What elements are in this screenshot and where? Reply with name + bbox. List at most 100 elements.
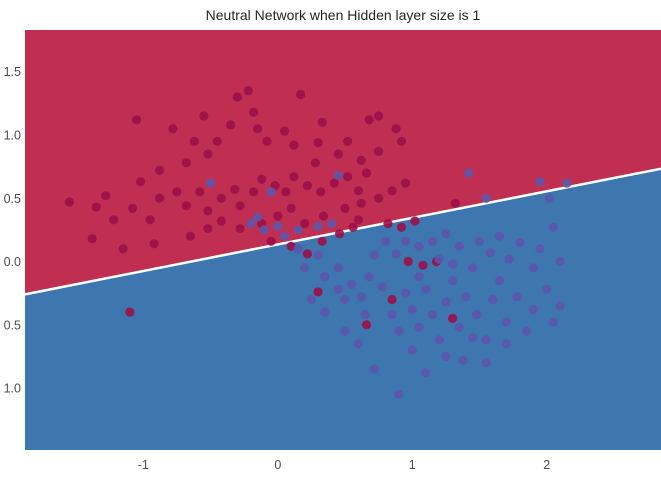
data-point-class-1-blue [472, 310, 482, 320]
data-point-class-0-red [249, 187, 259, 197]
data-point-class-0-red [199, 111, 209, 121]
data-point-class-1-blue [481, 335, 491, 345]
data-point-class-0-red [343, 136, 353, 146]
data-point-class-1-blue [448, 275, 458, 286]
data-point-class-0-red [317, 117, 327, 127]
data-point-class-0-red [396, 136, 407, 146]
data-point-class-1-blue [391, 249, 401, 259]
data-point-class-1-blue [306, 294, 316, 305]
data-point-class-1-blue [313, 221, 323, 231]
data-point-class-1-blue [407, 305, 417, 315]
data-point-class-1-blue [300, 263, 310, 273]
data-point-class-1-blue [353, 339, 364, 349]
data-point-class-0-red [374, 111, 384, 121]
data-point-class-1-blue [434, 254, 444, 264]
data-point-class-0-red [410, 216, 420, 226]
chart-title: Neutral Network when Hidden layer size i… [205, 7, 481, 23]
y-tick-label: 1.0 [4, 129, 21, 143]
x-tick-label: 0 [274, 458, 281, 472]
data-point-class-0-red [418, 260, 428, 270]
data-point-class-1-blue [400, 236, 411, 246]
data-point-class-0-red [189, 136, 199, 146]
data-point-class-1-blue [495, 275, 505, 286]
data-point-class-1-blue [488, 294, 498, 305]
data-point-class-0-red [125, 307, 135, 317]
data-point-class-1-blue [454, 241, 464, 251]
data-point-class-0-red [87, 234, 97, 244]
data-point-class-1-blue [535, 244, 545, 254]
data-point-class-1-blue [548, 317, 559, 327]
data-point-class-1-blue [485, 248, 495, 258]
data-point-class-1-blue [320, 307, 330, 317]
data-point-class-1-blue [387, 310, 397, 320]
data-point-class-1-blue [293, 244, 303, 254]
data-point-class-1-blue [542, 284, 552, 294]
data-point-class-0-red [450, 198, 460, 208]
data-point-class-0-red [313, 287, 323, 297]
data-point-class-1-blue [501, 317, 511, 327]
data-point-class-0-red [289, 140, 299, 150]
data-point-class-0-red [168, 124, 178, 134]
data-point-class-0-red [172, 187, 182, 197]
data-point-class-0-red [313, 138, 323, 148]
data-point-class-0-red [235, 224, 245, 234]
data-point-class-0-red [154, 165, 165, 175]
region-class-0 [25, 30, 661, 295]
data-point-class-0-red [266, 236, 276, 246]
data-point-class-1-blue [414, 272, 424, 282]
data-point-class-1-blue [394, 326, 404, 336]
data-point-class-0-red [353, 186, 364, 196]
data-point-class-1-blue [521, 326, 532, 336]
data-point-class-0-red [253, 124, 263, 134]
data-point-class-0-red [212, 136, 222, 146]
data-point-class-1-blue [481, 358, 491, 368]
y-tick-label: 0.0 [4, 255, 21, 269]
data-point-class-0-red [374, 146, 384, 156]
data-point-class-1-blue [495, 231, 505, 241]
data-point-class-1-blue [421, 284, 431, 294]
data-point-class-0-red [91, 202, 101, 212]
data-point-class-1-blue [356, 292, 366, 302]
x-tick-label: -1 [138, 458, 149, 472]
data-point-class-0-red [181, 201, 191, 211]
data-point-class-1-blue [454, 322, 464, 332]
data-point-class-0-red [335, 229, 345, 239]
data-point-class-0-red [262, 136, 272, 146]
data-point-class-1-blue [535, 177, 545, 187]
data-point-class-0-red [400, 178, 411, 188]
data-point-class-1-blue [333, 170, 343, 181]
data-point-class-0-red [333, 149, 343, 159]
data-point-class-0-red [145, 215, 155, 225]
data-point-class-1-blue [504, 254, 514, 264]
data-point-class-1-blue [370, 364, 380, 374]
data-point-class-1-blue [206, 178, 216, 188]
y-axis-tick-labels: 1.5 1.0 0.5 0.0 0.5 1.0 [4, 65, 21, 395]
data-point-class-1-blue [548, 222, 559, 232]
scatter-points [64, 86, 572, 399]
data-point-class-1-blue [441, 351, 451, 361]
data-point-class-1-blue [512, 292, 522, 302]
data-point-class-0-red [302, 181, 312, 191]
data-point-class-0-red [249, 107, 259, 117]
data-point-class-1-blue [461, 292, 471, 302]
data-point-class-1-blue [370, 250, 380, 260]
data-point-class-0-red [310, 158, 320, 168]
data-point-class-0-red [383, 219, 393, 229]
data-point-class-0-red [387, 294, 397, 305]
data-point-class-0-red [149, 239, 159, 249]
data-point-class-0-red [353, 215, 364, 225]
data-point-class-0-red [361, 320, 372, 330]
data-point-class-0-red [273, 211, 283, 221]
data-point-class-1-blue [448, 259, 458, 269]
data-point-class-1-blue [313, 250, 323, 260]
decision-regions [25, 30, 661, 450]
data-point-class-0-red [136, 177, 146, 187]
data-point-class-1-blue [246, 219, 256, 229]
data-point-class-1-blue [259, 225, 269, 235]
data-point-class-1-blue [414, 322, 424, 332]
data-point-class-1-blue [293, 225, 303, 235]
data-point-class-1-blue [555, 256, 565, 267]
data-point-class-0-red [317, 236, 327, 246]
